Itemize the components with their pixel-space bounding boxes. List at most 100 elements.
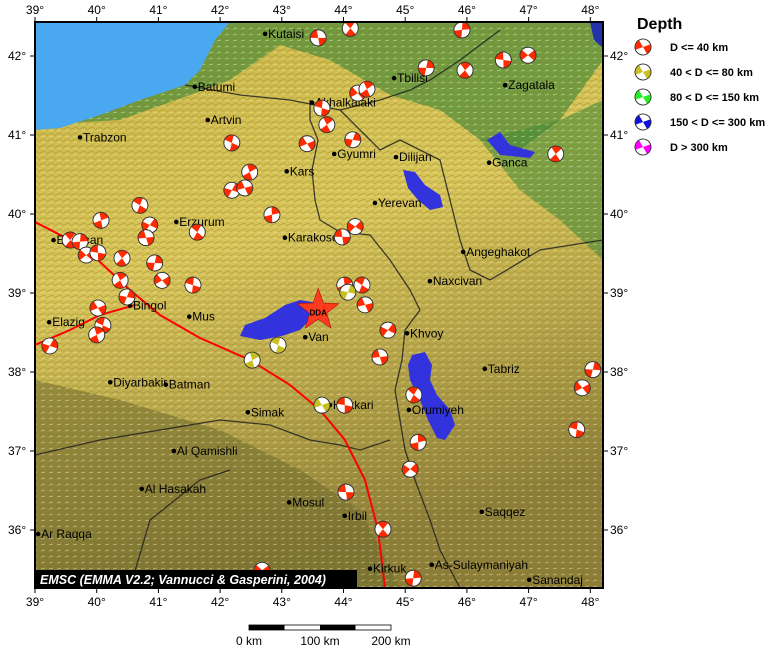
focal-mechanism-beachball-icon[interactable] bbox=[240, 162, 260, 182]
focal-mechanism-beachball-icon[interactable] bbox=[372, 518, 395, 541]
focal-mechanism-beachball-icon[interactable] bbox=[333, 228, 351, 246]
focal-mechanism-beachball-icon[interactable] bbox=[409, 433, 427, 451]
focal-mechanism-beachball-icon[interactable] bbox=[404, 569, 422, 587]
focal-mechanism-beachball-icon[interactable] bbox=[221, 179, 243, 201]
focal-mechanism-beachball-icon[interactable] bbox=[371, 348, 389, 366]
focal-mechanism-beachball-icon[interactable] bbox=[71, 233, 89, 251]
focal-mechanism-beachball-icon[interactable] bbox=[567, 420, 587, 440]
city-irbil: Irbil bbox=[342, 509, 367, 523]
lon-label-bottom: 42° bbox=[211, 595, 229, 609]
focal-mechanism-beachball-icon[interactable] bbox=[117, 287, 138, 308]
city-dot-icon bbox=[186, 314, 192, 320]
city-label: Simak bbox=[251, 405, 285, 419]
focal-mechanism-beachball-icon[interactable] bbox=[377, 319, 399, 341]
city-label: Van bbox=[308, 330, 328, 344]
focal-mechanism-beachball-icon[interactable] bbox=[583, 360, 602, 379]
focal-mechanism-beachball-icon[interactable] bbox=[494, 51, 512, 69]
city-kutaisi: Kutaisi bbox=[262, 27, 304, 41]
focal-mechanism-beachball-icon[interactable] bbox=[453, 21, 471, 39]
focal-mechanism-beachball-icon[interactable] bbox=[267, 334, 288, 355]
focal-mechanism-beachball-icon[interactable] bbox=[355, 295, 374, 314]
city-layer: Kutaisi Batumi Artvin Trabzon Tbilisi Zagatal… bbox=[35, 27, 583, 587]
focal-mechanism-beachball-icon[interactable] bbox=[343, 129, 364, 150]
lat-label-left: 42° bbox=[8, 49, 26, 63]
focal-mechanism-beachball-icon[interactable] bbox=[403, 384, 426, 407]
focal-mechanism-beachball-icon[interactable] bbox=[309, 29, 327, 47]
city-saqqez: Saqqez bbox=[479, 505, 525, 519]
epicenter-marker[interactable]: DDA bbox=[296, 287, 340, 329]
focal-mechanism-beachball-icon[interactable] bbox=[316, 114, 338, 136]
focal-mechanism-beachball-icon[interactable] bbox=[87, 325, 107, 345]
focal-mechanism-beachball-icon[interactable] bbox=[417, 58, 436, 77]
city-ganca: Ganca bbox=[486, 156, 528, 170]
focal-mechanism-beachball-icon[interactable] bbox=[92, 211, 111, 230]
focal-mechanism-beachball-icon[interactable] bbox=[337, 483, 355, 501]
city-diyarbakir: Diyarbakir bbox=[107, 375, 167, 389]
city-dot-icon bbox=[404, 330, 410, 336]
focal-mechanism-beachball-icon[interactable] bbox=[137, 229, 155, 247]
city-dot-icon bbox=[309, 100, 315, 105]
city-dot-icon bbox=[302, 334, 308, 340]
focal-mechanism-beachball-icon[interactable] bbox=[109, 270, 130, 291]
focal-mechanism-beachball-icon[interactable] bbox=[312, 395, 333, 416]
city-tabriz: Tabriz bbox=[482, 362, 520, 376]
legend-beachball-icon[interactable] bbox=[633, 137, 654, 158]
city-orumiyeh: Orumiyeh bbox=[406, 403, 464, 417]
legend-beachball-icon[interactable] bbox=[633, 87, 654, 108]
focal-mechanism-beachball-icon[interactable] bbox=[312, 98, 332, 118]
focal-mechanism-beachball-icon[interactable] bbox=[337, 282, 358, 303]
focal-mechanism-beachball-icon[interactable] bbox=[39, 335, 61, 357]
legend-beachball-icon[interactable] bbox=[633, 112, 654, 133]
focal-mechanism-beachball-icon[interactable] bbox=[351, 274, 373, 296]
legend-item: D <= 40 km bbox=[633, 37, 728, 58]
scale-label-100: 100 km bbox=[300, 634, 339, 648]
legend-beachball-icon[interactable] bbox=[633, 62, 654, 83]
focal-mechanism-beachball-icon[interactable] bbox=[517, 44, 540, 67]
city-dot-icon bbox=[372, 200, 378, 206]
focal-mechanism-beachball-icon[interactable] bbox=[356, 79, 377, 100]
focal-mechanism-beachball-icon[interactable] bbox=[111, 247, 133, 269]
focal-mechanism-beachball-icon[interactable] bbox=[242, 350, 262, 370]
focal-mechanism-beachball-icon[interactable] bbox=[88, 298, 109, 319]
focal-mechanism-beachball-icon[interactable] bbox=[235, 178, 255, 198]
focal-mechanism-beachball-icon[interactable] bbox=[186, 221, 209, 244]
focal-mechanism-beachball-icon[interactable] bbox=[344, 215, 367, 238]
city-dot-icon bbox=[163, 382, 169, 387]
scale-bar: 0 km 100 km 200 km bbox=[236, 624, 411, 648]
lon-label-top: 42° bbox=[211, 3, 229, 17]
city-label: Tbilisi bbox=[397, 71, 428, 85]
lat-label-left: 36° bbox=[8, 523, 26, 537]
city-dot-icon bbox=[486, 160, 492, 165]
focal-mechanism-beachball-icon[interactable] bbox=[263, 206, 281, 224]
city-label: Naxcivan bbox=[433, 274, 482, 288]
focal-mechanism-beachball-icon[interactable] bbox=[221, 132, 242, 153]
legend-beachball-icon[interactable] bbox=[633, 37, 654, 58]
city-karakose: Karakose bbox=[282, 231, 339, 245]
focal-mechanism-beachball-icon[interactable] bbox=[399, 458, 422, 481]
city-label: Yerevan bbox=[378, 196, 422, 210]
focal-mechanism-beachball-icon[interactable] bbox=[89, 244, 107, 262]
city-dot-icon bbox=[367, 566, 373, 572]
focal-mechanism-beachball-icon[interactable] bbox=[297, 133, 318, 154]
map-frame bbox=[34, 21, 604, 589]
focal-mechanism-beachball-icon[interactable] bbox=[545, 143, 567, 165]
focal-mechanism-beachball-icon[interactable] bbox=[183, 275, 203, 295]
focal-mechanism-beachball-icon[interactable] bbox=[571, 377, 593, 399]
city-as-sulaymaniyah: As-Sulaymaniyah bbox=[429, 558, 528, 572]
city-label: Erzurum bbox=[179, 215, 224, 229]
city-label: Angeghakot bbox=[466, 245, 531, 259]
focal-mechanism-beachball-icon[interactable] bbox=[335, 396, 354, 415]
city-dot-icon bbox=[192, 84, 198, 90]
city-batumi: Batumi bbox=[192, 80, 235, 94]
legend-title: Depth bbox=[637, 16, 682, 33]
focal-mechanism-beachball-icon[interactable] bbox=[151, 269, 173, 291]
focal-mechanism-beachball-icon[interactable] bbox=[129, 194, 151, 216]
city-zagatala: Zagatala bbox=[502, 78, 555, 92]
city-label: Gyumri bbox=[337, 147, 376, 161]
focal-mechanism-beachball-icon[interactable] bbox=[454, 59, 476, 81]
epicenter-star-icon[interactable] bbox=[296, 287, 340, 329]
city-artvin: Artvin bbox=[205, 113, 241, 127]
city-kars: Kars bbox=[284, 164, 314, 178]
lat-label-left: 37° bbox=[8, 444, 26, 458]
focal-mechanism-beachball-icon[interactable] bbox=[145, 253, 164, 272]
